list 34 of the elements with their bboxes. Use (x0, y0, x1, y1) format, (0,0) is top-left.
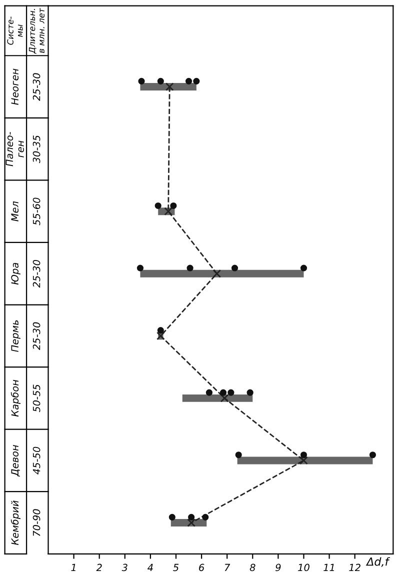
x-tick-label: 8 (250, 564, 256, 572)
y-tick-label: Кембрий (10, 500, 20, 546)
bar (140, 270, 304, 278)
x-tick-label: 7 (224, 564, 230, 572)
y2-tick-label: 45-50 (32, 446, 40, 474)
x-tick-label: 2 (96, 564, 102, 572)
y-tick-label: Палео- ген (6, 132, 24, 166)
y-tick-label: Карбон (10, 380, 20, 417)
y2-tick-label: 55-60 (32, 198, 40, 226)
y-tick-label: Мел (11, 201, 18, 222)
x-tick-label: 3 (122, 564, 128, 572)
y2-axis-title: Длительн. в млн. лет (28, 8, 44, 54)
y2-tick-label: 70-90 (32, 509, 40, 536)
x-tick-label: 12 (349, 564, 360, 572)
x-axis-title: Δd,f (366, 557, 390, 567)
x-tick-label: 9 (276, 564, 281, 572)
y-tick-label: Пермь (11, 320, 20, 352)
y-axis-title: Систе- мы (7, 16, 23, 45)
y2-tick-label: 30-35 (32, 135, 40, 164)
x-tick-label: 4 (148, 564, 153, 572)
x-tick-label: 6 (199, 564, 204, 572)
bar (182, 394, 253, 402)
y-tick-label: Девон (11, 445, 20, 477)
x-tick-label: 10 (298, 564, 310, 572)
y2-tick-label: 25-30 (32, 322, 40, 350)
x-tick-label: 1 (71, 564, 76, 572)
y-tick-label: Неоген (11, 68, 18, 105)
y2-tick-label: 25-30 (32, 260, 40, 288)
y-tick-label: Юра (11, 262, 20, 285)
y2-tick-label: 25-30 (32, 73, 40, 101)
bar (237, 456, 373, 464)
x-tick-label: 5 (173, 564, 179, 572)
x-tick-label: 11 (324, 564, 334, 572)
y2-tick-label: 50-55 (32, 384, 40, 412)
